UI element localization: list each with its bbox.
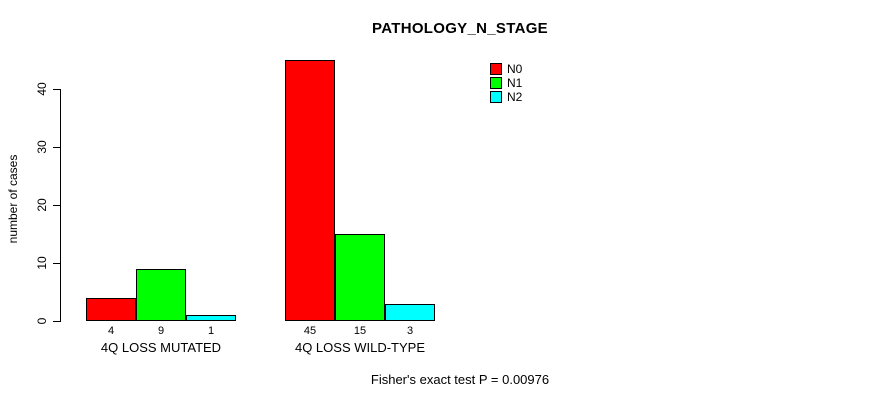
bar-n2-group2 <box>385 303 435 321</box>
legend-item-n1: N1 <box>490 76 522 90</box>
legend-label: N2 <box>507 90 523 104</box>
bar-n1-group2 <box>335 234 385 321</box>
legend: N0 N1 N2 <box>490 62 522 104</box>
y-axis-tick <box>53 262 60 264</box>
legend-item-n2: N2 <box>490 90 522 104</box>
chart-title: PATHOLOGY_N_STAGE <box>372 20 548 37</box>
y-axis-tick-label: 20 <box>35 198 49 212</box>
x-axis-group-label: 4Q LOSS MUTATED <box>100 340 222 355</box>
y-axis-tick <box>53 320 60 322</box>
y-axis-line <box>60 89 61 322</box>
bar-value-label: 9 <box>157 325 165 337</box>
legend-swatch-n1 <box>490 77 502 89</box>
y-axis-tick <box>53 146 60 148</box>
y-axis-tick-label: 40 <box>35 82 49 96</box>
bar-n1-group1 <box>136 268 186 321</box>
y-axis-label: number of cases <box>6 154 20 244</box>
bar-value-label: 3 <box>406 325 414 337</box>
y-axis-tick-label: 10 <box>35 256 49 270</box>
legend-label: N0 <box>507 62 523 76</box>
legend-label: N1 <box>507 76 523 90</box>
bar-value-label: 4 <box>107 325 115 337</box>
stat-test-annotation: Fisher's exact test P = 0.00976 <box>370 372 550 387</box>
y-axis-tick <box>53 88 60 90</box>
y-axis-tick <box>53 204 60 206</box>
bar-value-label: 45 <box>303 325 317 337</box>
legend-item-n0: N0 <box>490 62 522 76</box>
legend-swatch-n2 <box>490 91 502 103</box>
bar-n0-group2 <box>285 60 335 321</box>
bar-n0-group1 <box>86 297 136 321</box>
x-axis-group-label: 4Q LOSS WILD-TYPE <box>294 340 426 355</box>
y-axis-tick-label: 30 <box>35 140 49 154</box>
y-axis-tick-label: 0 <box>35 317 49 325</box>
bar-value-label: 15 <box>353 325 367 337</box>
bar-n2-group1 <box>186 315 236 321</box>
legend-swatch-n0 <box>490 63 502 75</box>
bar-value-label: 1 <box>207 325 215 337</box>
